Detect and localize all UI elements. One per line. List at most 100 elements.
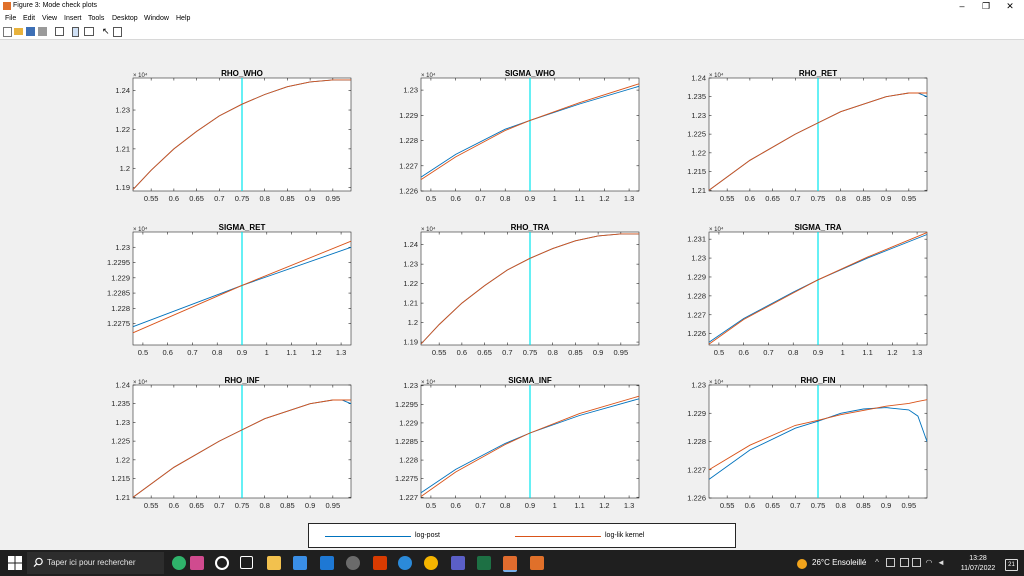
new-file-icon[interactable] [3,27,12,37]
y-tick-label: 1.2275 [395,474,418,483]
chrome-icon[interactable] [424,556,438,570]
series-log-lik kernel [708,92,927,191]
windows-start-icon[interactable] [8,556,22,570]
x-tick-label: 0.6 [162,348,172,357]
link-plot-icon[interactable] [55,27,64,36]
y-tick-label: 1.227 [687,465,706,474]
network-icon[interactable] [886,558,895,567]
x-tick-label: 0.9 [237,348,247,357]
x-tick-label: 0.8 [500,194,510,203]
subplot-title: SIGMA_TRA [794,223,841,232]
x-tick-label: 0.9 [881,501,891,510]
exponent-label: × 10⁴ [709,379,724,386]
x-tick-label: 0.95 [614,348,629,357]
series-log-post [420,398,640,494]
subplot-rho-inf: 0.55 0.6 0.65 0.7 0.75 0.8 0.85 0.9 0.95 1.21 1.21… [111,376,352,510]
window-title: Figure 3: Mode check plots [13,2,98,9]
subplot-rho-tra: 0.55 0.6 0.65 0.7 0.75 0.8 0.85 0.9 0.951.191.21… [403,223,640,357]
subplot-rho-fin: 0.55 0.6 0.65 0.7 0.75 0.8 0.85 0.9 0.95 1.226 1.2… [687,376,928,510]
y-tick-label: 1.228 [399,136,418,145]
y-tick-label: 1.225 [111,437,130,446]
subplot-title: RHO_TRA [511,223,550,232]
x-tick-label: 1 [265,348,269,357]
weather-text[interactable]: 26°C Ensoleillé [812,558,867,567]
y-tick-label: 1.2285 [395,437,418,446]
onedrive-icon[interactable] [900,558,909,567]
excel-icon[interactable] [477,556,491,570]
series-log-lik kernel [420,83,640,180]
subplot-sigma-ret: 0.5 0.6 0.7 0.8 0.9 1 1.1 1.2 1.3 1.2275 1.228 1.22… [107,223,352,357]
y-tick-label: 1.21 [115,144,130,153]
x-tick-label: 1.2 [599,194,609,203]
clock-time[interactable]: 13:28 [969,555,987,562]
menu-file[interactable]: File [5,15,17,22]
minimize-button[interactable]: – [959,1,965,11]
menu-desktop[interactable]: Desktop [112,15,138,22]
x-tick-label: 0.55 [720,194,735,203]
y-tick-label: 1.225 [687,130,706,139]
y-tick-label: 1.2295 [395,400,418,409]
legend-line-log-post [325,536,411,537]
legend-label-log-lik-kernel: log-lik kernel [605,532,645,539]
taskbar-search[interactable]: Taper ici pour rechercher [27,552,164,574]
cortana-icon[interactable] [215,556,229,570]
x-tick-label: 0.6 [450,501,460,510]
x-tick-label: 1.2 [599,501,609,510]
task-view-icon[interactable] [190,556,204,570]
x-tick-label: 0.65 [765,501,780,510]
restore-button[interactable]: ❐ [981,1,991,11]
x-tick-label: 0.7 [475,194,485,203]
y-tick-label: 1.226 [687,329,706,338]
edge-browser-icon[interactable] [172,556,186,570]
x-tick-label: 0.7 [790,501,800,510]
y-tick-label: 1.24 [403,240,418,249]
menu-help[interactable]: Help [176,15,191,22]
y-tick-label: 1.229 [399,111,418,120]
notification-icon[interactable]: 21 [1005,559,1018,571]
x-tick-label: 0.75 [523,348,538,357]
x-tick-label: 0.6 [738,348,748,357]
office-icon[interactable] [373,556,387,570]
subplot-title: SIGMA_RET [219,223,266,232]
subplot-title: RHO_INF [224,376,259,385]
y-tick-label: 1.2 [120,164,130,173]
y-tick-label: 1.229 [687,272,706,281]
print-icon[interactable] [38,27,47,36]
store-icon[interactable] [293,556,307,570]
task-switcher-icon[interactable] [240,556,253,569]
close-button[interactable]: ✕ [1006,1,1014,11]
menu-tools[interactable]: Tools [88,15,105,22]
settings-icon[interactable] [346,556,360,570]
x-tick-label: 0.85 [856,194,871,203]
clock-date[interactable]: 11/07/2022 [960,565,996,572]
chevron-up-icon[interactable]: ^ [875,558,879,567]
menu-edit[interactable]: Edit [23,15,36,22]
figure-area: 0.55 0.6 0.65 0.7 0.75 0.8 0.85 0.9 0.95 1.19 1.2 1… [0,40,1024,550]
mail-icon[interactable] [320,556,334,570]
matlab-icon[interactable] [503,556,517,572]
x-tick-label: 0.95 [326,194,341,203]
x-tick-label: 0.8 [835,501,845,510]
wifi-icon[interactable]: ◠ [925,558,933,567]
subplot-rho-ret: 0.55 0.6 0.65 0.7 0.75 0.8 0.85 0.9 0.95 1.21 1.21… [687,69,928,203]
open-folder-icon[interactable] [14,28,23,35]
insert-colorbar-icon[interactable] [72,27,79,37]
insert-legend-icon[interactable] [84,27,94,36]
x-tick-label: 0.9 [881,194,891,203]
x-tick-label: 0.65 [189,194,204,203]
menu-view[interactable]: View [42,15,58,22]
save-icon[interactable] [26,27,35,36]
pointer-icon[interactable]: ↖ [102,26,110,36]
menu-window[interactable]: Window [144,15,169,22]
matlab-figure-icon[interactable] [530,556,544,570]
teams-icon[interactable] [451,556,465,570]
legend[interactable]: log-post log-lik kernel [308,523,736,548]
display-icon[interactable] [912,558,921,567]
file-explorer-icon[interactable] [267,556,281,570]
volume-icon[interactable]: ◄ [937,558,945,567]
property-inspector-icon[interactable] [113,27,122,37]
menu-insert[interactable]: Insert [64,15,82,22]
edge-icon[interactable] [398,556,412,570]
subplot-sigma-tra: 0.5 0.6 0.7 0.8 0.9 1 1.1 1.2 1.3 1.226 1.227 1.228… [687,223,928,357]
y-tick-label: 1.22 [115,125,130,134]
